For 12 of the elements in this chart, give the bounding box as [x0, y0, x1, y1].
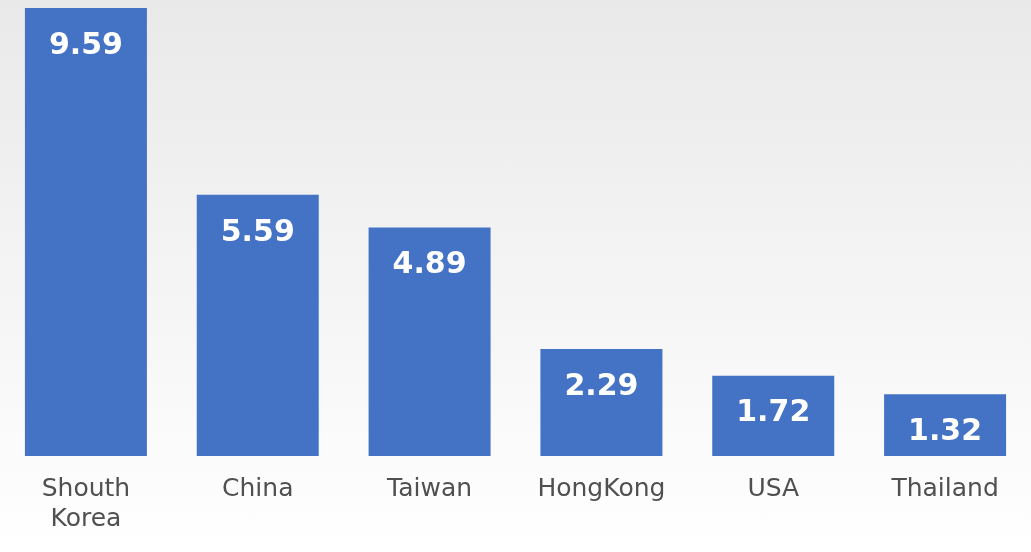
x-tick-label: Taiwan — [386, 472, 473, 502]
x-tick-label: China — [222, 472, 294, 502]
x-tick-label: Thailand — [890, 472, 999, 502]
data-label: 1.32 — [908, 412, 983, 448]
data-label: 2.29 — [564, 366, 639, 402]
x-tick-label: HongKong — [537, 472, 666, 502]
data-label: 4.89 — [392, 245, 467, 281]
data-label: 1.72 — [736, 393, 811, 429]
x-tick-label: USA — [747, 472, 800, 502]
data-label: 5.59 — [220, 212, 295, 248]
x-tick-label: Shouth Korea — [41, 472, 131, 532]
data-label: 9.59 — [48, 25, 123, 61]
